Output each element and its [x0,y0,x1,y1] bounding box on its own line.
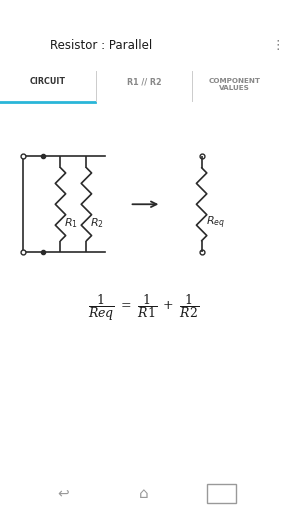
Text: ↩: ↩ [58,486,69,500]
Text: ⌂: ⌂ [139,485,149,501]
Text: R1 // R2: R1 // R2 [127,77,161,86]
Text: CIRCUIT: CIRCUIT [30,77,66,86]
Text: ⋮: ⋮ [272,39,284,52]
Text: $\dfrac{1}{Req}\ =\ \dfrac{1}{R1}\ +\ \dfrac{1}{R2}$: $\dfrac{1}{Req}\ =\ \dfrac{1}{R1}\ +\ \d… [88,292,200,323]
Text: COMPONENT
VALUES: COMPONENT VALUES [209,78,261,91]
Text: $R_1$: $R_1$ [64,216,78,230]
Text: Resistor : Parallel: Resistor : Parallel [50,39,153,52]
Text: 99%   7:05: 99% 7:05 [234,8,279,16]
Text: $R_2$: $R_2$ [90,216,104,230]
Text: $R_{eq}$: $R_{eq}$ [206,215,225,231]
